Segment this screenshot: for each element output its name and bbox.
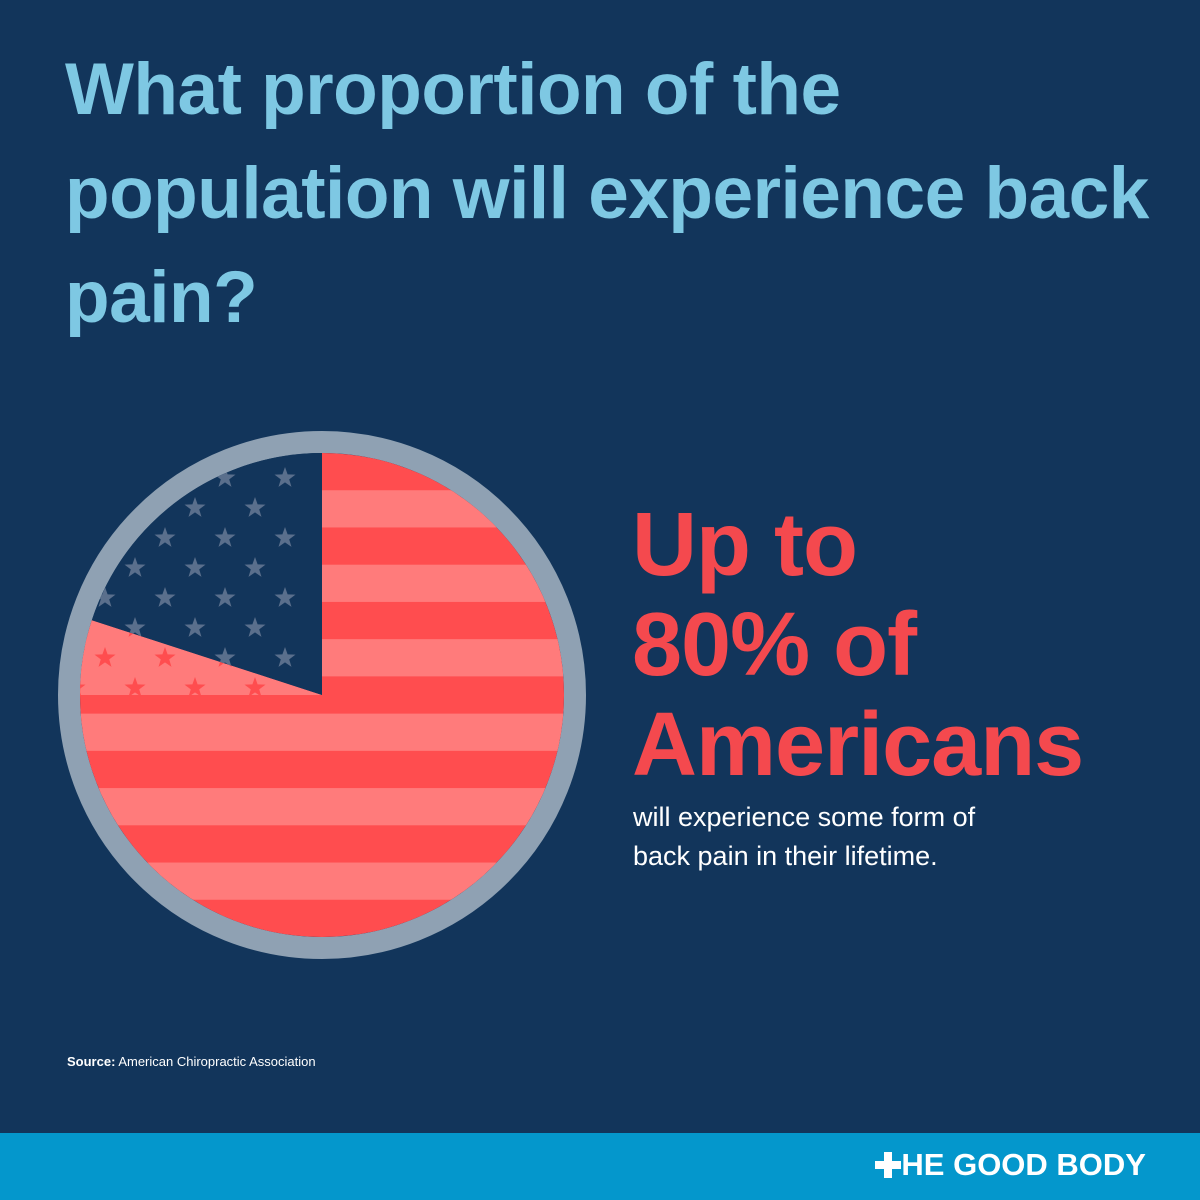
- star: [79, 557, 86, 577]
- star: [184, 677, 206, 697]
- headline-line: Up to: [632, 495, 858, 595]
- star: [35, 527, 56, 547]
- headline-line: Americans: [632, 695, 1084, 795]
- star: [35, 587, 56, 607]
- star: [184, 557, 206, 577]
- star: [94, 587, 116, 607]
- star: [244, 497, 266, 517]
- star: [65, 497, 86, 517]
- subtitle: will experience some form of back pain i…: [633, 798, 975, 876]
- star: [214, 527, 236, 547]
- star: [274, 467, 296, 487]
- plus-icon: [875, 1152, 902, 1178]
- star: [35, 647, 56, 667]
- pie-ring: [58, 431, 586, 959]
- star: [244, 617, 266, 637]
- footer: HE GOOD BODY: [0, 1133, 1200, 1200]
- star: [35, 587, 56, 607]
- headline-line: 80% of: [632, 595, 917, 695]
- star: [124, 557, 146, 577]
- source: Source: American Chiropractic Associatio…: [67, 1054, 316, 1069]
- subtitle-line: will experience some form of: [633, 802, 976, 832]
- star: [184, 617, 206, 637]
- star: [154, 527, 176, 547]
- star: [65, 557, 86, 577]
- star: [35, 467, 56, 487]
- star: [94, 467, 116, 487]
- star: [214, 467, 236, 487]
- star: [94, 647, 116, 667]
- subtitle-line: back pain in their lifetime.: [633, 841, 938, 871]
- star: [244, 557, 266, 577]
- star: [274, 527, 296, 547]
- star: [35, 467, 56, 487]
- star: [154, 647, 176, 667]
- title: What proportion of the population will e…: [65, 49, 1149, 338]
- stripe: [80, 788, 564, 826]
- star: [35, 647, 56, 667]
- star: [184, 497, 206, 517]
- brand-logo: HE GOOD BODY: [875, 1147, 1146, 1183]
- star: [274, 587, 296, 607]
- star: [154, 587, 176, 607]
- star: [94, 467, 116, 487]
- pie-slice: [91, 453, 322, 695]
- source-text: American Chiropractic Association: [118, 1054, 316, 1069]
- star: [214, 587, 236, 607]
- headline: Up to 80% of Americans: [632, 495, 1084, 795]
- pie-chart: [35, 431, 586, 959]
- star: [124, 617, 146, 637]
- plus-shape: [875, 1152, 902, 1178]
- stripe: [80, 713, 564, 751]
- star: [35, 527, 56, 547]
- star: [79, 497, 86, 517]
- source-label: Source:: [67, 1054, 116, 1069]
- star: [214, 647, 236, 667]
- brand-text: HE GOOD BODY: [901, 1147, 1146, 1182]
- star: [124, 677, 146, 697]
- star: [244, 677, 266, 697]
- star: [274, 647, 296, 667]
